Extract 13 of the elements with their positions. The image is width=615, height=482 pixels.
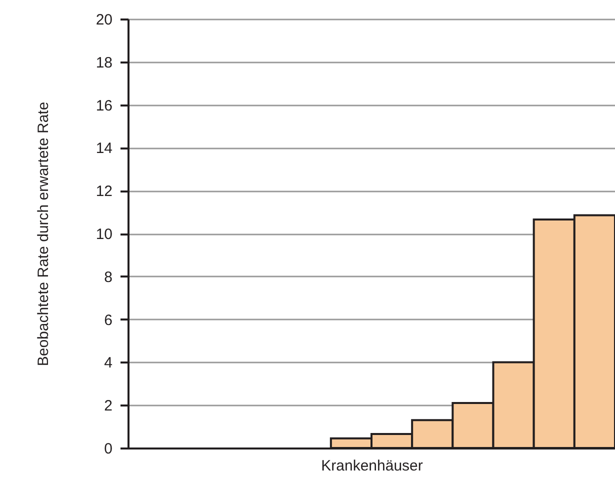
y-tick-label: 16 xyxy=(96,97,112,114)
y-tick-label: 2 xyxy=(104,398,112,415)
y-tick-label: 20 xyxy=(96,12,112,28)
y-tick-label: 8 xyxy=(104,268,112,286)
y-axis-title: Beobachtete Rate durch erwartete Rate xyxy=(34,102,52,366)
y-tick-label: 12 xyxy=(96,183,112,200)
y-tick-label: 18 xyxy=(96,54,112,72)
y-tick-label: 10 xyxy=(96,226,112,243)
y-tick-label: 14 xyxy=(96,140,112,158)
x-axis-title: Krankenhäuser xyxy=(321,458,423,474)
y-tick-label: 0 xyxy=(104,440,112,458)
y-tick-label: 6 xyxy=(104,312,112,329)
y-tick-label: 4 xyxy=(104,354,112,372)
